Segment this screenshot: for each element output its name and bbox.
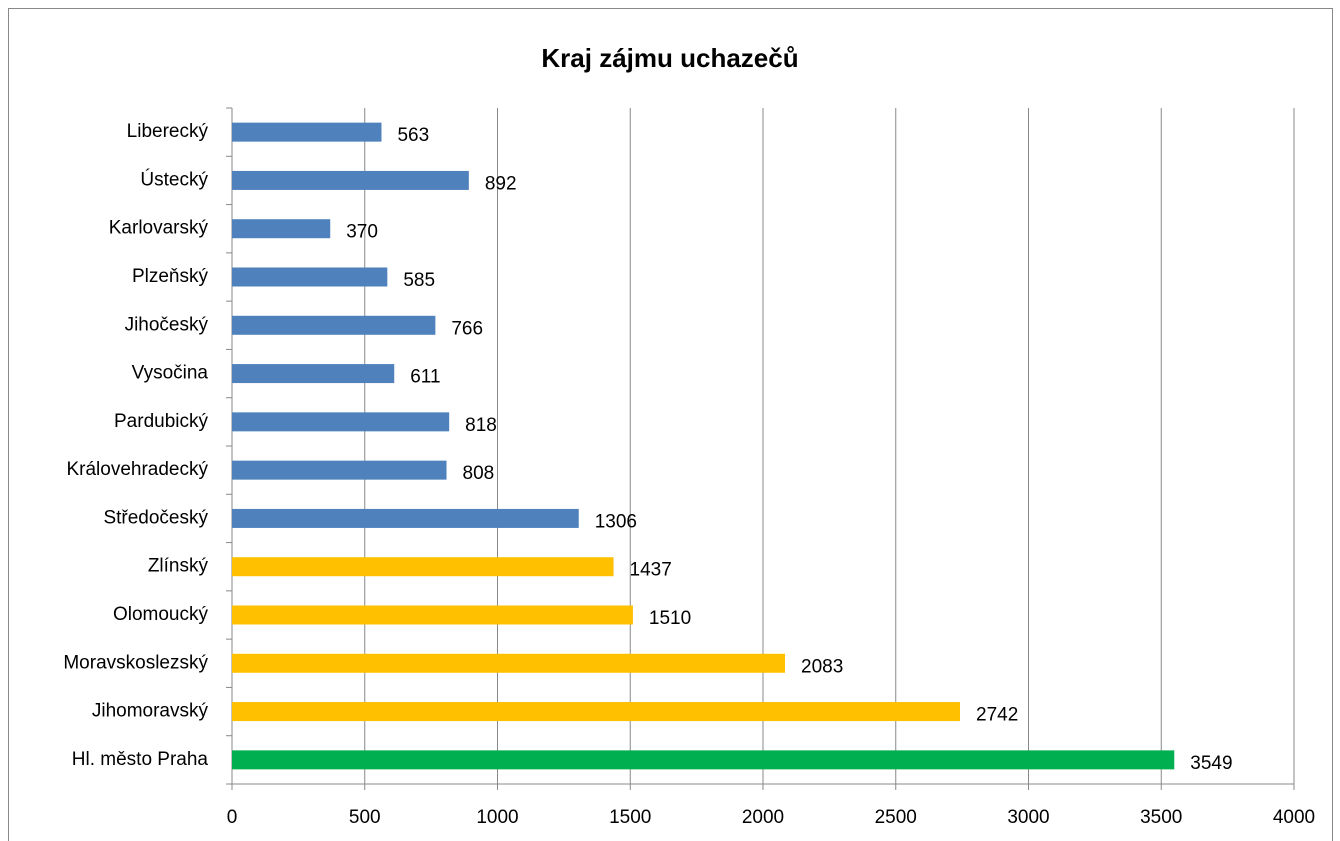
data-label: 1437 (630, 560, 672, 581)
bar (232, 508, 579, 528)
y-tick-label: Pardubický (114, 411, 208, 432)
y-tick-label: Moravskoslezský (63, 652, 208, 673)
bar (232, 364, 395, 384)
x-tick-label: 2000 (742, 807, 784, 828)
data-label: 563 (397, 125, 429, 146)
bar (232, 170, 469, 190)
data-label: 1510 (649, 608, 691, 629)
data-label: 766 (451, 318, 483, 339)
chart-title: Kraj zájmu uchazečů (541, 43, 798, 73)
y-tick-label: Vysočina (132, 363, 209, 384)
y-tick-label: Plzeňský (132, 266, 209, 287)
y-tick-label: Olomoucký (113, 604, 209, 625)
data-label: 1306 (595, 511, 637, 532)
bar (232, 267, 388, 287)
bar (232, 557, 614, 577)
data-label: 2742 (976, 705, 1018, 726)
bar (232, 702, 961, 722)
data-label: 3549 (1190, 753, 1232, 774)
x-tick-label: 2500 (875, 807, 917, 828)
x-tick-label: 1500 (609, 807, 651, 828)
data-label: 585 (403, 270, 435, 291)
x-tick-label: 1000 (476, 807, 518, 828)
bar (232, 653, 786, 673)
data-label: 892 (485, 173, 517, 194)
data-label: 370 (346, 222, 378, 243)
x-tick-label: 3000 (1007, 807, 1049, 828)
data-label: 611 (410, 367, 440, 388)
y-tick-label: Jihočeský (125, 314, 209, 335)
y-tick-label: Ústecký (140, 168, 208, 190)
bar (232, 122, 382, 142)
y-tick-label: Zlínský (148, 556, 209, 577)
bar (232, 315, 436, 335)
y-tick-label: Karlovarský (109, 218, 209, 239)
data-label: 808 (463, 463, 495, 484)
x-tick-label: 0 (227, 807, 238, 828)
data-label: 818 (465, 415, 497, 436)
x-tick-label: 4000 (1273, 807, 1315, 828)
x-tick-label: 500 (349, 807, 381, 828)
y-tick-label: Královehradecký (66, 459, 208, 480)
y-tick-label: Jihomoravský (92, 701, 209, 722)
bar (232, 605, 633, 625)
y-tick-label: Středočeský (103, 507, 208, 528)
y-tick-label: Hl. město Praha (72, 749, 209, 770)
bar (232, 460, 447, 480)
bar (232, 750, 1175, 770)
bar (232, 412, 450, 432)
bar (232, 219, 331, 239)
data-label: 2083 (801, 656, 843, 677)
x-tick-label: 3500 (1140, 807, 1182, 828)
y-tick-label: Liberecký (127, 121, 209, 142)
